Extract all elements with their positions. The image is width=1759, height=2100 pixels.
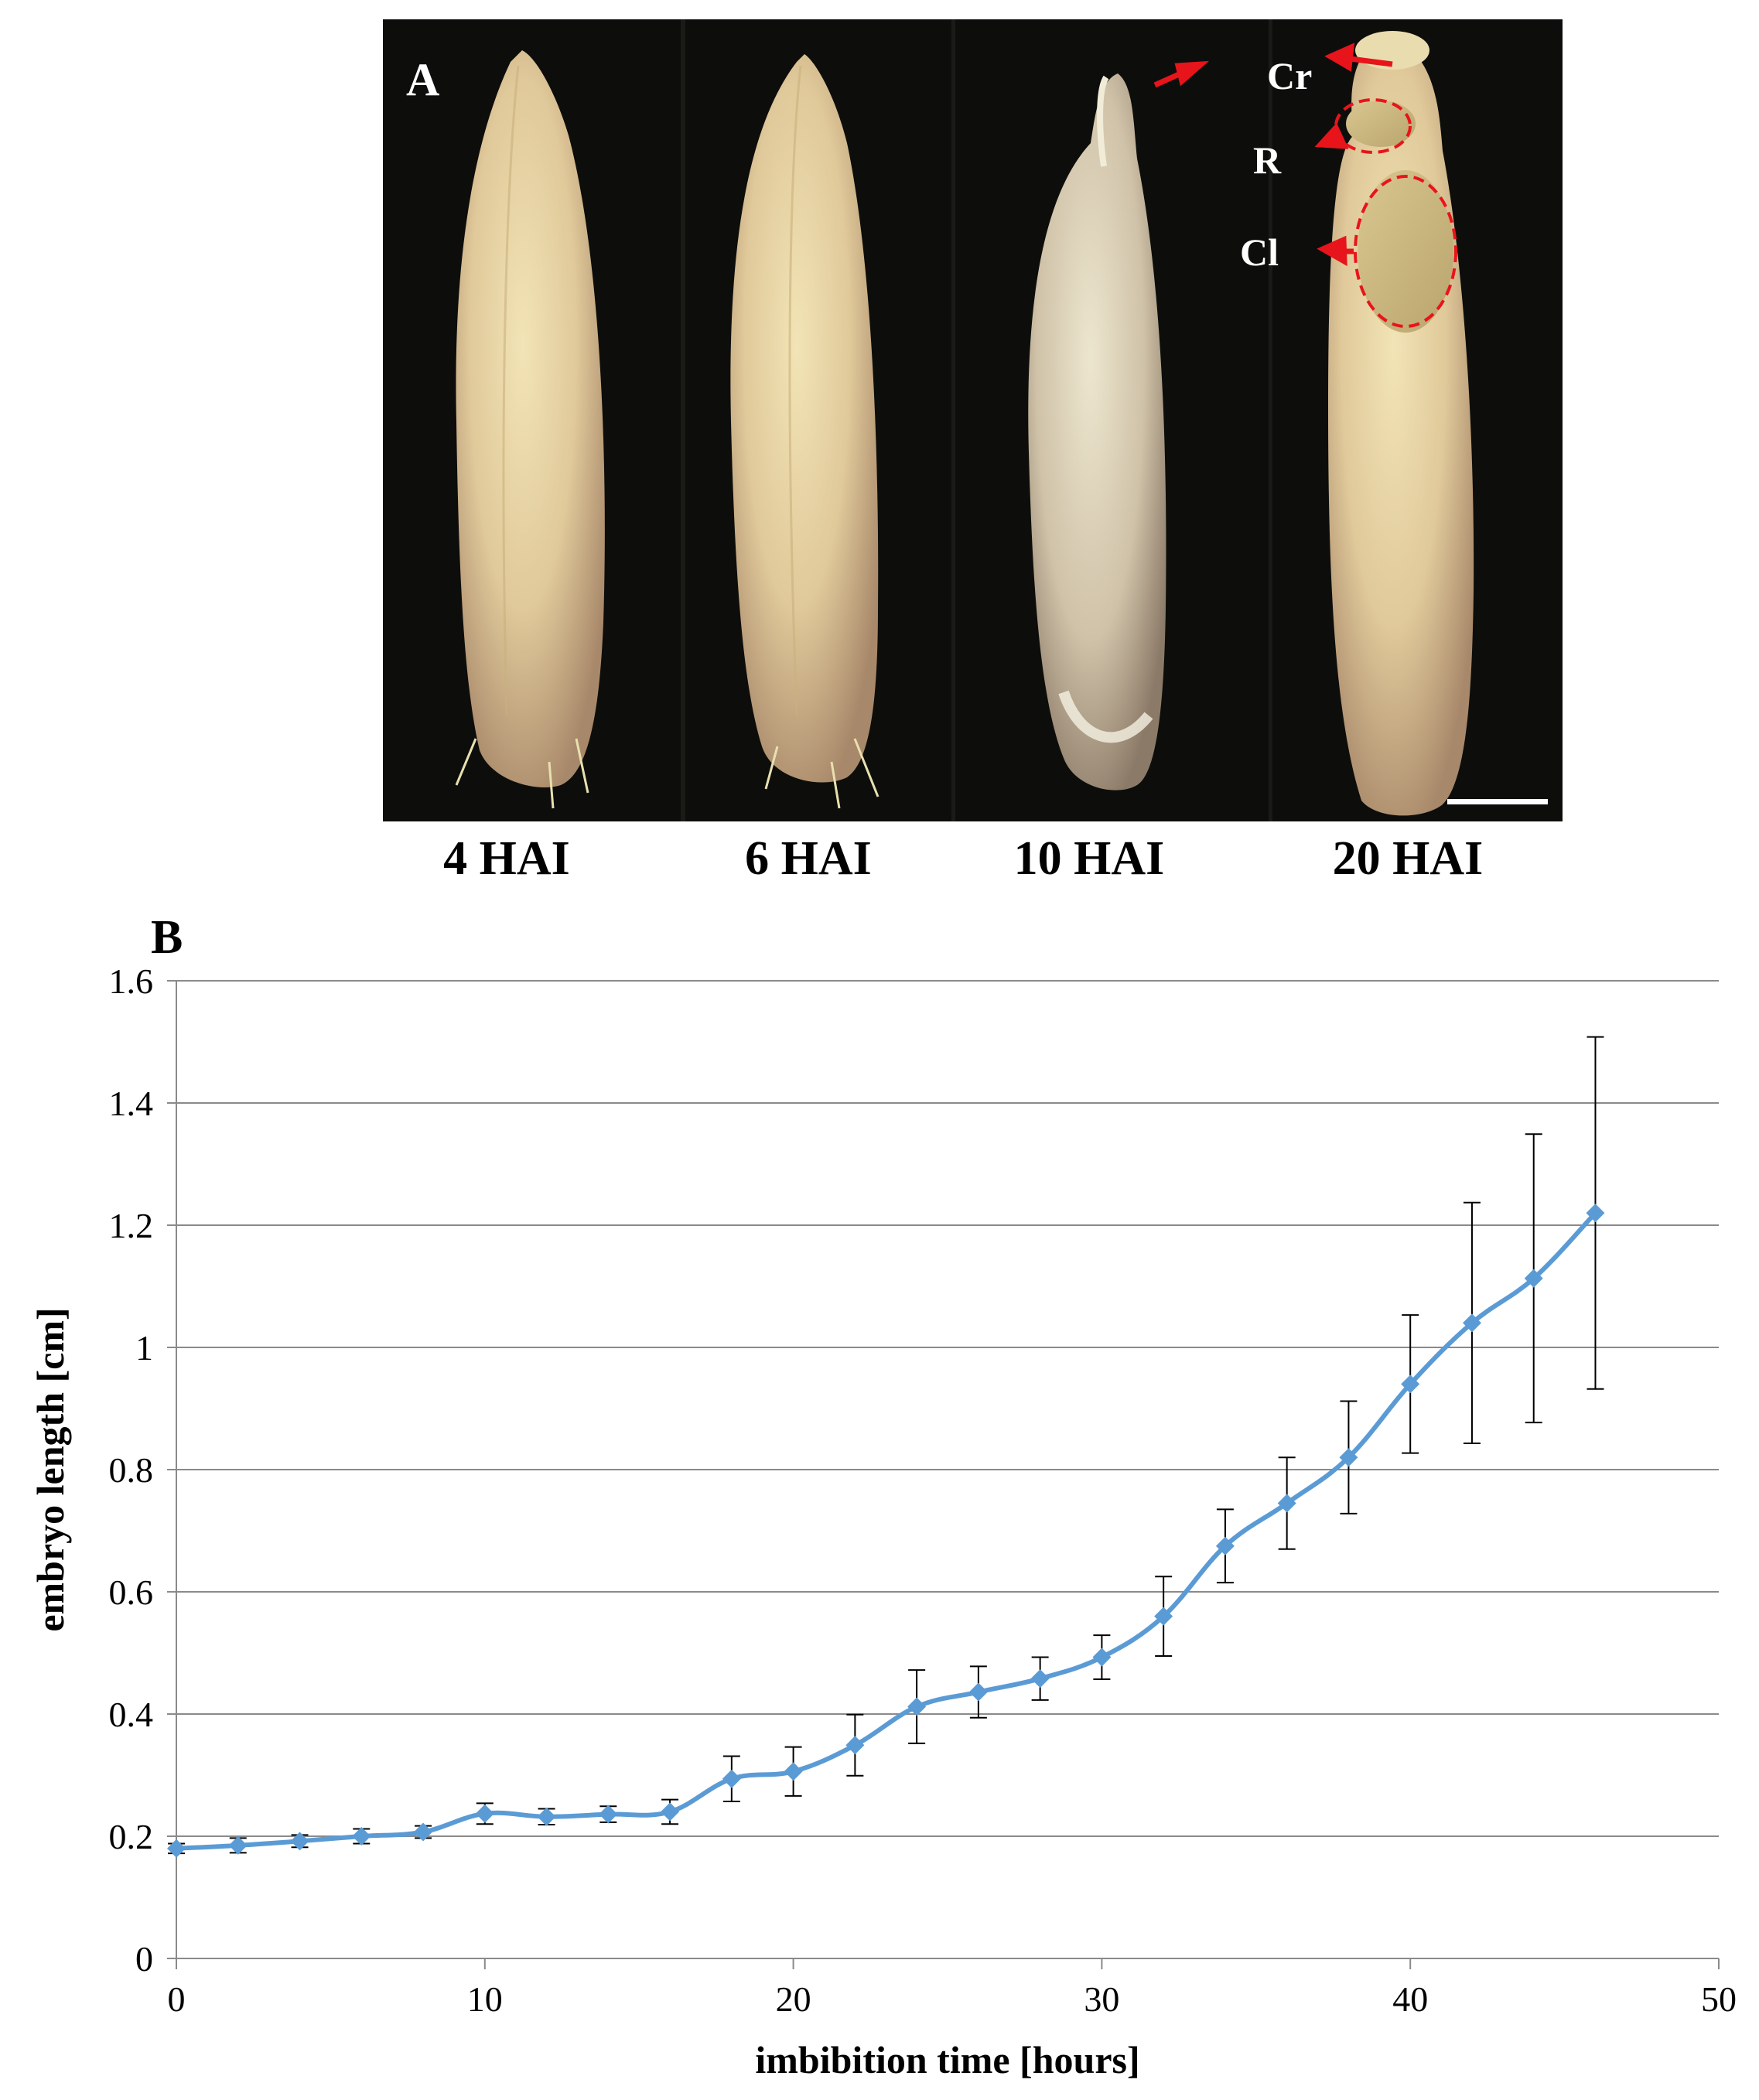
x-tick-label: 10 xyxy=(467,1979,503,2019)
data-point xyxy=(167,1839,186,1858)
series-embryo-length xyxy=(167,1204,1605,1858)
panel-b-label: B xyxy=(151,911,183,964)
data-point xyxy=(907,1697,927,1716)
stage-label-20hai: 20 HAI xyxy=(1332,832,1484,885)
tick-labels: 0 0.2 0.4 0.6 0.8 1 1.2 1.4 1.6 0 10 20 30 40 50 xyxy=(109,961,1737,2019)
annotation-cr: Cr xyxy=(1267,54,1312,97)
coleoptile xyxy=(1358,170,1453,333)
seed-4hai xyxy=(455,50,605,809)
seed-20hai xyxy=(1328,31,1474,816)
series-line xyxy=(176,1211,1597,1851)
data-point xyxy=(414,1822,433,1842)
data-point xyxy=(1524,1269,1543,1288)
grid-lines xyxy=(176,980,1719,1837)
data-point xyxy=(537,1807,556,1826)
data-point xyxy=(1339,1448,1358,1467)
y-tick-label: 0.4 xyxy=(109,1695,154,1734)
data-point xyxy=(1401,1374,1420,1394)
data-point xyxy=(1030,1669,1050,1689)
x-tick-label: 30 xyxy=(1084,1979,1119,2019)
growth-chart: B 0 0.2 0.4 0.6 0.8 1 1.2 1.4 1.6 0 10 20 30 40 50 imb… xyxy=(0,905,1759,2100)
data-point xyxy=(845,1736,865,1755)
y-tick-label: 1.2 xyxy=(109,1206,154,1245)
axes xyxy=(167,980,1720,1969)
scale-bar xyxy=(1447,799,1548,804)
y-tick-label: 1.4 xyxy=(109,1084,154,1123)
data-point xyxy=(1154,1607,1173,1626)
x-tick-label: 20 xyxy=(776,1979,811,2019)
stage-label-6hai: 6 HAI xyxy=(745,832,872,885)
data-point xyxy=(290,1832,309,1851)
data-point xyxy=(1215,1536,1235,1555)
panel-a-label: A xyxy=(406,54,439,105)
y-tick-label: 0.8 xyxy=(109,1450,154,1490)
seed-photo: A Cr R Cl xyxy=(383,19,1563,821)
seed-6hai xyxy=(730,54,880,809)
data-point xyxy=(352,1827,371,1846)
y-tick-label: 0.6 xyxy=(109,1572,154,1612)
annotation-cl: Cl xyxy=(1240,230,1279,274)
data-point xyxy=(475,1804,494,1823)
y-tick-label: 1.6 xyxy=(109,961,154,1001)
annotation-r: R xyxy=(1253,138,1282,182)
x-tick-label: 0 xyxy=(168,1979,186,2019)
data-point xyxy=(722,1769,741,1788)
data-point xyxy=(784,1762,803,1781)
x-tick-label: 50 xyxy=(1701,1979,1737,2019)
y-axis-title: embryo length [cm] xyxy=(29,1307,72,1631)
data-point xyxy=(1092,1648,1112,1667)
x-axis-title: imbibition time [hours] xyxy=(755,2038,1139,2081)
data-point xyxy=(1277,1494,1296,1513)
data-point xyxy=(661,1802,680,1822)
seed-photo-panel: A Cr R Cl xyxy=(383,19,1563,821)
data-point xyxy=(228,1835,248,1855)
data-point xyxy=(599,1805,618,1824)
data-point xyxy=(1462,1313,1481,1333)
chart-svg: B 0 0.2 0.4 0.6 0.8 1 1.2 1.4 1.6 0 10 20 30 40 50 imb… xyxy=(29,911,1737,2081)
data-point xyxy=(1586,1204,1605,1223)
error-bars xyxy=(168,1036,1604,1855)
seed-10hai xyxy=(1028,73,1166,790)
annotation-overlay xyxy=(1153,43,1548,804)
y-tick-label: 1 xyxy=(135,1328,153,1368)
y-tick-label: 0 xyxy=(135,1939,153,1979)
radicle xyxy=(1346,101,1416,147)
stage-label-4hai: 4 HAI xyxy=(443,832,570,885)
data-point xyxy=(968,1682,988,1702)
y-tick-label: 0.2 xyxy=(109,1817,154,1856)
stage-label-10hai: 10 HAI xyxy=(1013,832,1165,885)
x-tick-label: 40 xyxy=(1392,1979,1428,2019)
